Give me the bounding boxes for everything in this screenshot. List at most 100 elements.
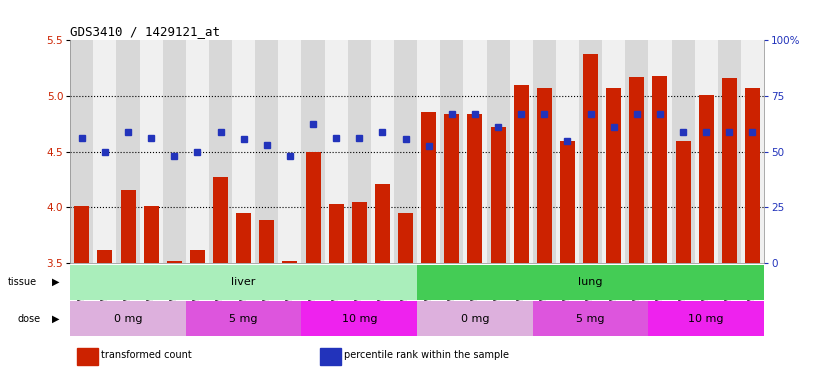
Text: 0 mg: 0 mg: [461, 314, 489, 324]
Bar: [745, 88, 760, 263]
Bar: [537, 88, 552, 263]
Bar: [348, 265, 371, 300]
Bar: [74, 206, 89, 263]
Bar: [463, 265, 487, 300]
Text: 5 mg: 5 mg: [577, 314, 605, 324]
Text: ▶: ▶: [52, 314, 59, 324]
Text: transformed count: transformed count: [102, 350, 192, 360]
Bar: [320, 349, 341, 366]
Bar: [579, 40, 602, 263]
Bar: [301, 265, 325, 300]
Text: tissue: tissue: [8, 277, 37, 287]
Bar: [232, 265, 255, 300]
Bar: [371, 265, 394, 300]
Bar: [93, 265, 116, 300]
Bar: [417, 265, 440, 300]
Bar: [329, 204, 344, 263]
Bar: [695, 265, 718, 300]
Bar: [70, 40, 93, 263]
Bar: [417, 301, 533, 336]
Bar: [93, 40, 116, 263]
Bar: [487, 40, 510, 263]
Bar: [371, 40, 394, 263]
Bar: [163, 40, 186, 263]
Text: 10 mg: 10 mg: [689, 314, 724, 324]
Bar: [718, 265, 741, 300]
Bar: [741, 40, 764, 263]
Bar: [533, 40, 556, 263]
Bar: [278, 40, 301, 263]
Bar: [70, 265, 93, 300]
Bar: [606, 88, 621, 263]
Bar: [70, 301, 186, 336]
Bar: [510, 40, 533, 263]
Bar: [579, 265, 602, 300]
Bar: [301, 40, 325, 263]
Bar: [699, 95, 714, 263]
Bar: [186, 40, 209, 263]
Bar: [301, 301, 417, 336]
Bar: [348, 40, 371, 263]
Bar: [236, 213, 251, 263]
Bar: [463, 40, 487, 263]
Bar: [116, 40, 140, 263]
Bar: [718, 40, 741, 263]
Bar: [394, 40, 417, 263]
Bar: [394, 265, 417, 300]
Bar: [282, 261, 297, 263]
Bar: [722, 78, 737, 263]
Bar: [672, 40, 695, 263]
Bar: [741, 265, 764, 300]
Bar: [695, 40, 718, 263]
Text: 0 mg: 0 mg: [114, 314, 142, 324]
Bar: [672, 265, 695, 300]
Bar: [560, 141, 575, 263]
Bar: [167, 261, 182, 263]
Bar: [421, 112, 436, 263]
Bar: [121, 190, 135, 263]
Bar: [491, 127, 506, 263]
Bar: [533, 301, 648, 336]
Bar: [487, 265, 510, 300]
Bar: [186, 265, 209, 300]
Bar: [602, 265, 625, 300]
Text: percentile rank within the sample: percentile rank within the sample: [344, 350, 510, 360]
Bar: [209, 265, 232, 300]
Bar: [375, 184, 390, 263]
Text: GDS3410 / 1429121_at: GDS3410 / 1429121_at: [70, 25, 221, 38]
Bar: [648, 265, 672, 300]
Bar: [259, 220, 274, 263]
Bar: [163, 265, 186, 300]
Bar: [144, 206, 159, 263]
Text: lung: lung: [578, 277, 603, 287]
Bar: [417, 40, 440, 263]
Bar: [648, 301, 764, 336]
Bar: [278, 265, 301, 300]
Bar: [444, 114, 459, 263]
Bar: [440, 265, 463, 300]
Bar: [514, 85, 529, 263]
Bar: [255, 40, 278, 263]
Bar: [440, 40, 463, 263]
Bar: [140, 40, 163, 263]
Bar: [533, 265, 556, 300]
Bar: [306, 152, 320, 263]
Bar: [325, 40, 348, 263]
Bar: [209, 40, 232, 263]
Bar: [140, 265, 163, 300]
Bar: [255, 265, 278, 300]
Bar: [190, 250, 205, 263]
Bar: [116, 265, 140, 300]
Bar: [602, 40, 625, 263]
Bar: [186, 301, 301, 336]
Text: ▶: ▶: [52, 277, 59, 287]
Bar: [629, 77, 644, 263]
Text: 10 mg: 10 mg: [342, 314, 377, 324]
Bar: [97, 250, 112, 263]
Bar: [625, 40, 648, 263]
Bar: [468, 114, 482, 263]
Text: liver: liver: [231, 277, 256, 287]
Bar: [556, 40, 579, 263]
Bar: [77, 349, 98, 366]
Bar: [352, 202, 367, 263]
